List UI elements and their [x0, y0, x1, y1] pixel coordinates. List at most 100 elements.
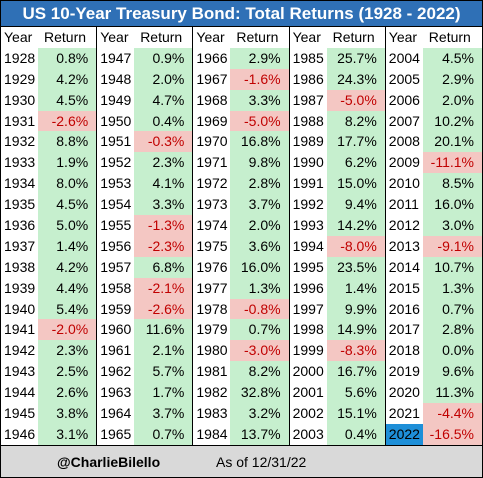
table-row: 1975 3.6%: [193, 235, 289, 257]
year-cell: 1995: [289, 256, 327, 278]
negative-return-cell: -1.6%: [230, 68, 289, 90]
positive-return-cell: 6.8%: [134, 256, 193, 278]
table-row: 1965 0.7%: [97, 423, 193, 445]
positive-return-cell: 3.2%: [230, 403, 289, 424]
positive-return-cell: 24.3%: [326, 68, 385, 90]
positive-return-cell: 2.3%: [38, 340, 97, 362]
table-row: 1991 15.0%: [289, 173, 385, 195]
year-cell: 2021: [385, 403, 423, 424]
table-row: 1983 3.2%: [193, 403, 289, 424]
table-row: 1943 2.5%: [1, 361, 97, 383]
as-of-date: As of 12/31/22: [216, 454, 307, 470]
negative-return-cell: -2.0%: [38, 319, 97, 341]
year-cell: 1980: [193, 340, 231, 362]
positive-return-cell: 8.5%: [422, 173, 482, 195]
year-cell: 1956: [97, 235, 135, 257]
year-cell: 1971: [193, 152, 231, 174]
negative-return-cell: -8.0%: [326, 235, 385, 257]
table-row: 1987 -5.0%: [289, 89, 385, 111]
positive-return-cell: 13.7%: [230, 423, 289, 445]
negative-return-cell: -2.6%: [134, 298, 193, 320]
table-row: 2021 -4.4%: [385, 403, 482, 424]
year-cell: 1954: [97, 194, 135, 216]
positive-return-cell: 0.8%: [38, 47, 97, 69]
positive-return-cell: 8.2%: [230, 361, 289, 383]
year-cell: 1999: [289, 340, 327, 362]
table-row: 1969 -5.0%: [193, 110, 289, 132]
year-cell: 2005: [385, 68, 423, 90]
negative-return-cell: -3.0%: [230, 340, 289, 362]
header-return: Return: [140, 29, 183, 45]
positive-return-cell: 8.2%: [326, 110, 385, 132]
positive-return-cell: 3.3%: [230, 89, 289, 111]
year-cell: 1975: [193, 235, 231, 257]
table-row: 1972 2.8%: [193, 173, 289, 195]
returns-grid: Year Return 1928 0.8% 1929 4.2% 1930 4.5% 1931 -2…: [1, 27, 482, 445]
year-cell: 2014: [385, 256, 423, 278]
table-row: 1993 14.2%: [289, 215, 385, 236]
header-year: Year: [100, 29, 129, 45]
year-cell: 2003: [289, 423, 327, 445]
header-year: Year: [292, 29, 321, 45]
year-cell: 1929: [1, 68, 38, 90]
year-cell: 1946: [1, 423, 38, 445]
table-row: 1950 0.4%: [97, 110, 193, 132]
table-row: 1966 2.9%: [193, 47, 289, 69]
table-row: 2020 11.3%: [385, 382, 482, 404]
positive-return-cell: 0.4%: [134, 110, 193, 132]
positive-return-cell: 32.8%: [230, 382, 289, 404]
year-cell: 1930: [1, 89, 38, 111]
positive-return-cell: 1.4%: [326, 277, 385, 299]
year-cell: 1989: [289, 131, 327, 153]
table-row: 1999 -8.3%: [289, 340, 385, 362]
table-row: 1990 6.2%: [289, 152, 385, 174]
table-row: 1930 4.5%: [1, 89, 97, 111]
negative-return-cell: -5.0%: [326, 89, 385, 111]
year-cell: 1957: [97, 256, 135, 278]
table-row: 1939 4.4%: [1, 277, 97, 299]
positive-return-cell: 0.7%: [230, 319, 289, 341]
header-return: Return: [44, 29, 87, 45]
table-row: 1954 3.3%: [97, 194, 193, 216]
positive-return-cell: 3.7%: [230, 194, 289, 216]
year-cell: 1945: [1, 403, 38, 424]
positive-return-cell: 11.6%: [134, 319, 193, 341]
table-row: 1963 1.7%: [97, 382, 193, 404]
positive-return-cell: 1.3%: [422, 277, 482, 299]
positive-return-cell: 16.0%: [230, 256, 289, 278]
table-row: 1952 2.3%: [97, 152, 193, 174]
positive-return-cell: 9.8%: [230, 152, 289, 174]
positive-return-cell: 17.7%: [326, 131, 385, 153]
table-row: 1994 -8.0%: [289, 235, 385, 257]
year-cell: 1958: [97, 277, 135, 299]
positive-return-cell: 2.0%: [134, 68, 193, 90]
year-cell: 1970: [193, 131, 231, 153]
table-header-row: Year Return: [97, 27, 192, 48]
table-row: 1978 -0.8%: [193, 298, 289, 320]
year-cell: 2000: [289, 361, 327, 383]
table-row: 2010 8.5%: [385, 173, 482, 195]
table-row: 1931 -2.6%: [1, 110, 97, 132]
year-cell: 1951: [97, 131, 135, 153]
table-row: 2011 16.0%: [385, 194, 482, 216]
table-row: 1980 -3.0%: [193, 340, 289, 362]
author-handle: @CharlieBilello: [57, 454, 161, 470]
positive-return-cell: 8.0%: [38, 173, 97, 195]
year-cell: 1935: [1, 194, 38, 216]
positive-return-cell: 16.0%: [422, 194, 482, 216]
year-cell: 1986: [289, 68, 327, 90]
table-row: 1956 -2.3%: [97, 235, 193, 257]
year-cell: 2009: [385, 152, 423, 174]
year-cell: 1933: [1, 152, 38, 174]
year-cell: 1987: [289, 89, 327, 111]
year-cell: 2018: [385, 340, 423, 362]
positive-return-cell: 9.9%: [326, 298, 385, 320]
positive-return-cell: 6.2%: [326, 152, 385, 174]
table-row: 2007 10.2%: [385, 110, 482, 132]
header-year: Year: [388, 29, 418, 45]
positive-return-cell: 4.7%: [134, 89, 193, 111]
year-cell: 2002: [289, 403, 327, 424]
negative-return-cell: -9.1%: [422, 235, 482, 257]
year-cell: 1974: [193, 215, 231, 236]
table-row: 2000 16.7%: [289, 361, 385, 383]
